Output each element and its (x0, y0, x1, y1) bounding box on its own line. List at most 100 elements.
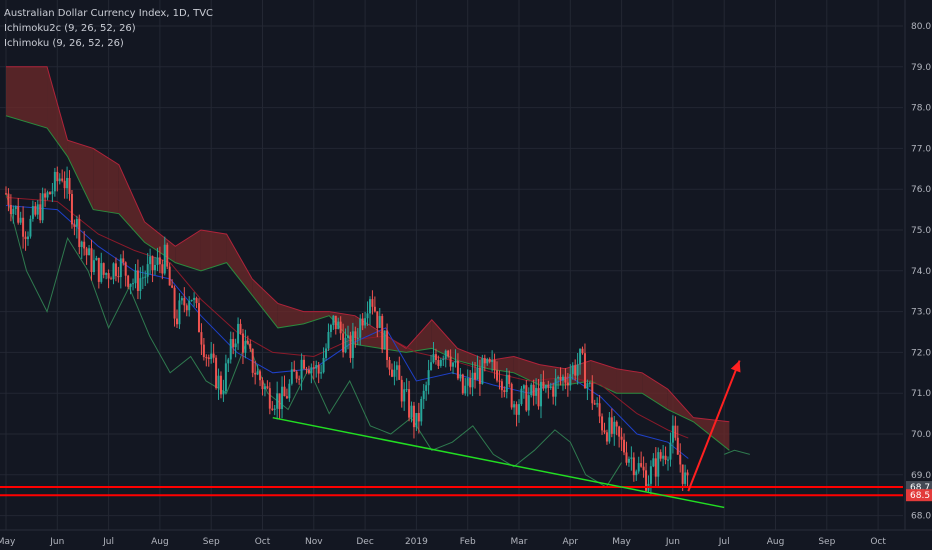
candle-body (26, 236, 29, 240)
candle-body (202, 344, 205, 358)
candle-body (500, 381, 503, 391)
candle-body (122, 258, 125, 263)
candle-body (78, 219, 81, 247)
candle-body (48, 192, 51, 195)
candle-body (232, 339, 235, 348)
candle-body (610, 417, 613, 434)
candle-body (12, 208, 15, 215)
candle-body (439, 360, 442, 366)
candle-body (298, 378, 301, 380)
candle-body (31, 206, 34, 219)
candle-body (9, 204, 12, 215)
x-tick-label: Aug (767, 537, 785, 547)
candle-body (544, 384, 547, 389)
y-tick-label: 79.0 (911, 63, 931, 73)
cloud-segment (6, 66, 48, 128)
candle-body (329, 325, 332, 332)
candle-body (557, 377, 560, 379)
candle-body (149, 256, 152, 265)
candle-body (154, 264, 157, 271)
candle-body (659, 452, 662, 459)
candle-body (107, 273, 110, 279)
candle-body (681, 464, 684, 484)
candle-body (437, 360, 440, 366)
candle-body (129, 283, 132, 287)
cloud-segment (513, 356, 540, 386)
indicator-ichimoku-label[interactable]: Ichimoku (9, 26, 52, 26) (4, 38, 124, 49)
candle-body (183, 298, 186, 306)
candle-body (513, 404, 516, 408)
x-tick-label: Sep (818, 537, 835, 547)
candle-body (224, 363, 227, 392)
y-tick-label: 77.0 (911, 144, 931, 154)
candle-body (454, 360, 457, 363)
candle-body (664, 455, 667, 461)
candle-body (596, 403, 599, 405)
candle-body (51, 191, 54, 195)
y-tick-label: 74.0 (911, 267, 931, 277)
x-tick-label: May (612, 537, 631, 547)
candle-body (508, 374, 511, 384)
candle-body (88, 248, 91, 256)
candle-body (574, 365, 577, 376)
candle-body (488, 358, 491, 362)
candle-body (207, 357, 210, 360)
candle-body (80, 241, 83, 247)
candle-body (222, 391, 225, 395)
candle-body (464, 385, 467, 394)
candle-body (100, 263, 103, 282)
candle-body (44, 193, 47, 198)
candle-body (95, 257, 98, 261)
candle-body (444, 350, 447, 359)
candle-body (620, 436, 623, 440)
cloud-segment (667, 389, 694, 422)
candle-body (386, 330, 389, 361)
candle-body (320, 372, 323, 374)
cloud-segment (277, 303, 304, 328)
candle-body (522, 385, 525, 389)
candle-body (303, 359, 306, 369)
candle-body (188, 301, 191, 311)
time-axis[interactable]: May Jun Jul Aug Sep Oct Nov Dec 2019 Feb Mar Apr May… (0, 529, 932, 550)
candle-body (381, 316, 384, 350)
candle-body (56, 171, 59, 182)
candle-body (39, 204, 42, 221)
candle-body (603, 430, 606, 433)
candle-body (234, 343, 237, 348)
candle-body (452, 362, 455, 367)
candle-body (625, 452, 628, 463)
candle-body (283, 386, 286, 397)
candle-body (679, 454, 682, 465)
candle-body (66, 177, 69, 189)
candle-body (173, 287, 176, 319)
candle-body (469, 378, 472, 388)
x-tick-label: Jul (718, 537, 730, 547)
candle-body (361, 318, 364, 326)
candle-body (254, 372, 257, 375)
candle-body (70, 193, 73, 225)
candle-body (342, 333, 345, 353)
cloud-segment (539, 364, 566, 386)
candle-body (525, 385, 528, 411)
y-tick-label: 68.0 (911, 512, 931, 522)
candle-body (571, 365, 574, 375)
candle-body (161, 264, 164, 274)
candle-body (566, 382, 569, 386)
candles (5, 166, 689, 496)
candle-body (549, 386, 552, 389)
indicator-ichimoku2c-label[interactable]: Ichimoku2c (9, 26, 52, 26) (4, 23, 136, 34)
y-tick-label: 73.0 (911, 308, 931, 318)
candle-body (671, 425, 674, 443)
candle-body (5, 193, 7, 195)
candle-body (535, 387, 538, 396)
candle-body (657, 452, 660, 477)
chart-title[interactable]: Australian Dollar Currency Index, 1D, TV… (4, 8, 214, 19)
candle-body (532, 384, 535, 396)
candle-body (195, 297, 198, 304)
price-tag-label: 68.5 (910, 491, 930, 501)
candle-body (371, 299, 374, 307)
price-axis[interactable]: 80.0 79.0 78.0 77.0 76.0 75.0 74.0 73.0 72.0 71.0… (904, 0, 932, 550)
x-tick-label: Jun (665, 537, 680, 547)
candle-body (180, 298, 183, 301)
